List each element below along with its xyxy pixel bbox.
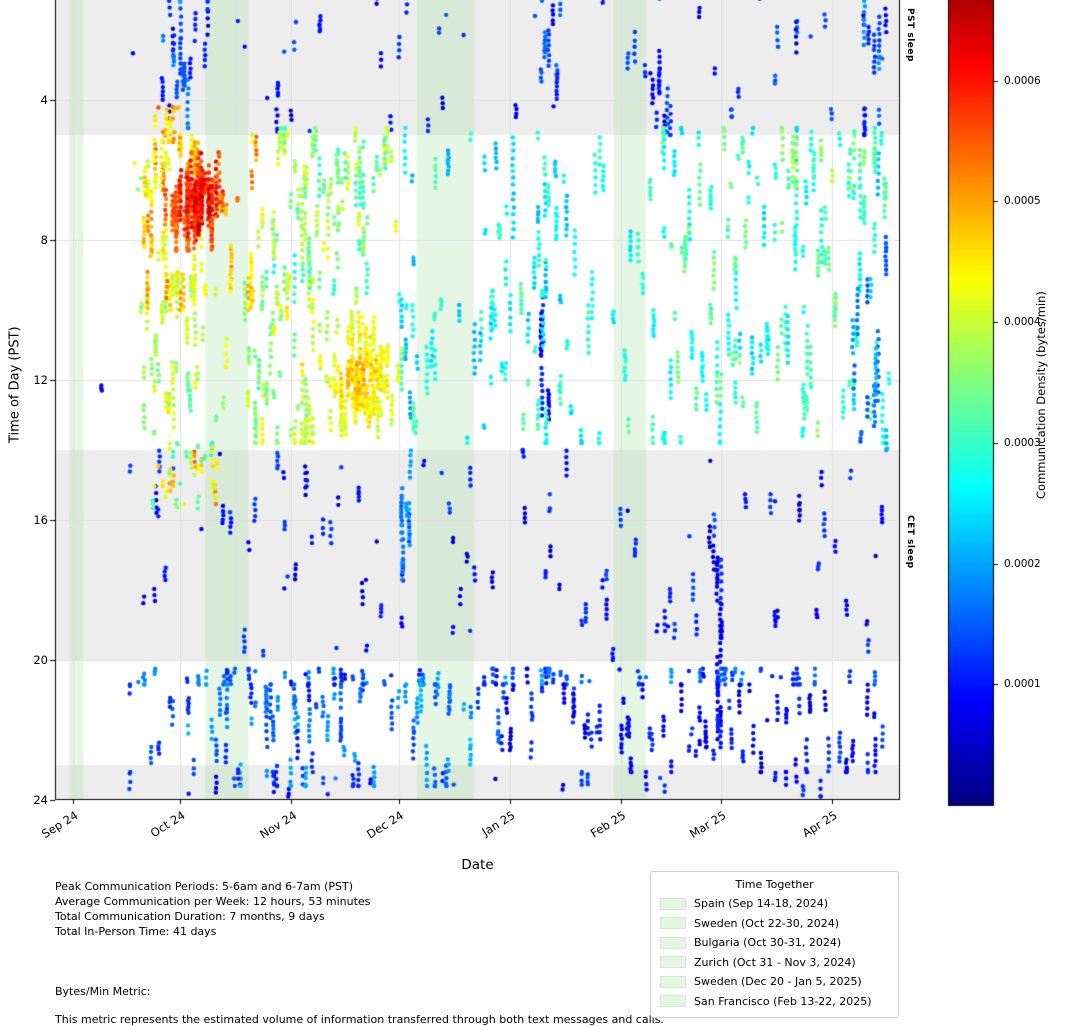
pst-sleep-band-label: PST sleep: [905, 8, 915, 62]
legend-item-bulgaria: Bulgaria (Oct 30-31, 2024): [660, 933, 889, 953]
colorbar-tick-label: 0.0005: [1004, 195, 1041, 208]
legend-item-label: Bulgaria (Oct 30-31, 2024): [694, 936, 842, 950]
x-axis-label: Date: [461, 857, 494, 873]
legend-item-sweden-oct: Sweden (Oct 22-30, 2024): [660, 914, 889, 934]
stat-average-communication-per-week: Average Communication per Week: 12 hours…: [55, 894, 371, 908]
colorbar-label: Communication Density (bytes/min): [1034, 291, 1048, 499]
metric-title: Bytes/Min Metric:: [55, 985, 151, 998]
legend-title: Time Together: [735, 878, 814, 891]
stats-block: Peak Communication Periods: 5-6am and 6-…: [55, 880, 370, 940]
legend-item-label: Sweden (Oct 22-30, 2024): [694, 916, 840, 930]
stat-total-in-person-time: Total In-Person Time: 41 days: [55, 924, 217, 938]
y-tick-label: 24: [33, 793, 48, 807]
y-tick-label: 12: [33, 373, 48, 387]
colorbar-tick-label: 0.0006: [1004, 74, 1041, 87]
stat-peak-communication-periods: Peak Communication Periods: 5-6am and 6-…: [55, 880, 353, 893]
legend-item-label: San Francisco (Feb 13-22, 2025): [694, 994, 872, 1008]
legend-item-spain: Spain (Sep 14-18, 2024): [660, 894, 889, 914]
legend-swatch-icon: [660, 936, 686, 949]
legend-item-label: Spain (Sep 14-18, 2024): [694, 897, 828, 911]
y-tick-label: 16: [33, 513, 48, 527]
cet-sleep-band-label: CET sleep: [905, 515, 915, 569]
legend-item-sweden-dec: Sweden (Dec 20 - Jan 5, 2025): [660, 972, 889, 992]
legend-swatch-icon: [660, 897, 686, 910]
legend-item-san-francisco: San Francisco (Feb 13-22, 2025): [660, 992, 889, 1012]
legend-item-zurich: Zurich (Oct 31 - Nov 3, 2024): [660, 953, 889, 973]
colorbar-tick-label: 0.0002: [1004, 557, 1041, 570]
metric-description: This metric represents the estimated vol…: [55, 1013, 664, 1026]
y-tick-label: 20: [33, 653, 48, 667]
legend-item-label: Sweden (Dec 20 - Jan 5, 2025): [694, 975, 862, 989]
legend-swatch-icon: [660, 995, 686, 1008]
legend-swatch-icon: [660, 917, 686, 930]
colorbar-tick-label: 0.0001: [1004, 678, 1041, 691]
time-together-legend: Time Together Spain (Sep 14-18, 2024) Sw…: [650, 871, 899, 1018]
stat-total-communication-duration: Total Communication Duration: 7 months, …: [55, 909, 325, 923]
legend-item-label: Zurich (Oct 31 - Nov 3, 2024): [694, 955, 856, 969]
y-tick-label: 4: [40, 93, 48, 107]
colorbar-tick-label: 0.0004: [1004, 316, 1041, 329]
colorbar-tick-label: 0.0003: [1004, 436, 1041, 449]
y-tick-label: 8: [40, 233, 48, 247]
legend-swatch-icon: [660, 956, 686, 969]
legend-swatch-icon: [660, 975, 686, 988]
